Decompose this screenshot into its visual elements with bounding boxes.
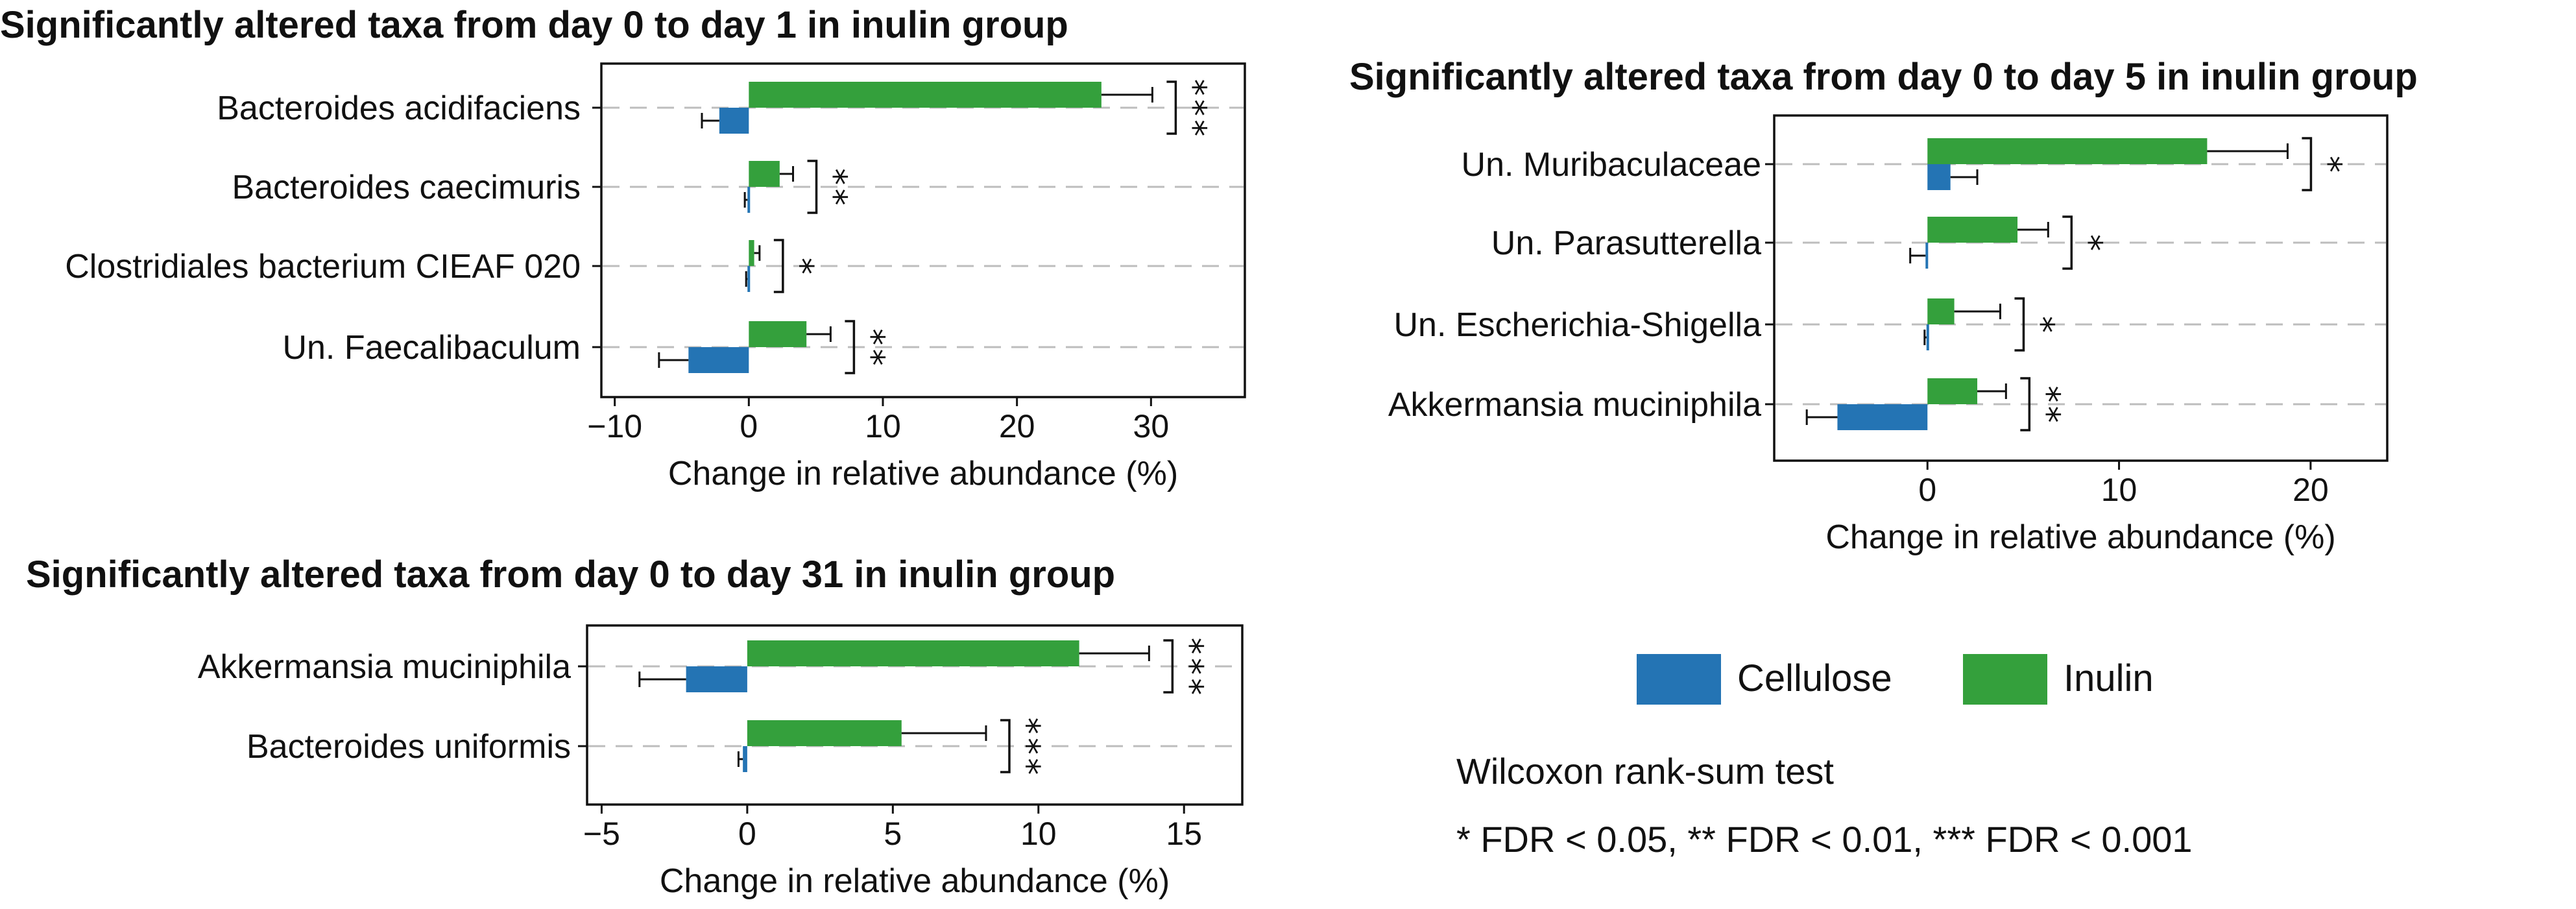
- x-axis-label: Change in relative abundance (%): [660, 862, 1170, 900]
- bar-inulin-2: [749, 161, 780, 187]
- legend-swatch-cellulose: [1637, 654, 1721, 705]
- test-note: Wilcoxon rank-sum test: [1456, 751, 1834, 792]
- chart-title: Significantly altered taxa from day 0 to…: [1349, 56, 2418, 98]
- x-tick-label: 20: [999, 408, 1035, 444]
- x-tick-label: 20: [2293, 472, 2329, 508]
- significance-bracket: [1000, 719, 1011, 773]
- significance-bracket: [2302, 137, 2313, 191]
- x-tick-label: 10: [865, 408, 901, 444]
- bar-inulin-4: [749, 321, 807, 347]
- bar-inulin-2: [1927, 217, 2018, 243]
- x-tick-label: 10: [2101, 472, 2137, 508]
- category-label: Bacteroides acidifaciens: [217, 90, 581, 127]
- significance-stars: *: [2309, 154, 2348, 174]
- chart-title: Significantly altered taxa from day 0 to…: [0, 4, 1068, 46]
- chart-panel-1: Significantly altered taxa from day 0 to…: [0, 4, 1246, 492]
- x-tick-label: 30: [1133, 408, 1170, 444]
- significance-stars: ***: [1007, 716, 1046, 777]
- category-label: Bacteroides caecimuris: [232, 169, 581, 206]
- legend-swatch-inulin: [1963, 654, 2047, 705]
- significance-bracket: [1163, 639, 1174, 694]
- bar-cellulose-1: [719, 108, 749, 134]
- bar-cellulose-1: [1927, 164, 1951, 190]
- plot-frame: [600, 62, 1246, 398]
- x-axis-label: Change in relative abundance (%): [668, 455, 1178, 492]
- significance-stars: **: [852, 327, 891, 368]
- bar-cellulose-3: [747, 266, 751, 292]
- fdr-thresholds-note: * FDR < 0.05, ** FDR < 0.01, *** FDR < 0…: [1456, 819, 2193, 860]
- chart-title: Significantly altered taxa from day 0 to…: [26, 553, 1115, 596]
- significance-stars: *: [2021, 314, 2060, 334]
- category-label: Bacteroides uniformis: [247, 728, 571, 766]
- x-tick-label: 10: [1020, 816, 1057, 852]
- x-tick-label: 5: [884, 816, 902, 852]
- chart-panel-2: Significantly altered taxa from day 0 to…: [1349, 56, 2418, 556]
- bar-inulin-2: [747, 720, 902, 746]
- plot-frame: [1773, 114, 2389, 462]
- bar-cellulose-4: [688, 347, 749, 373]
- significance-bracket: [2062, 215, 2073, 270]
- x-tick-label: 0: [1918, 472, 1936, 508]
- category-label: Un. Escherichia-Shigella: [1394, 306, 1762, 344]
- significance-bracket: [1166, 80, 1177, 135]
- x-tick-label: 0: [740, 408, 758, 444]
- x-tick-label: 15: [1166, 816, 1202, 852]
- bar-cellulose-1: [686, 666, 747, 692]
- bar-cellulose-2: [1925, 243, 1929, 269]
- bar-inulin-4: [1927, 378, 1978, 404]
- bar-cellulose-4: [1837, 404, 1928, 430]
- category-label: Un. Parasutterella: [1491, 224, 1761, 262]
- significance-stars: *: [781, 256, 820, 276]
- chart-panel-3: Significantly altered taxa from day 0 to…: [26, 553, 1244, 900]
- significance-stars: **: [2027, 384, 2066, 425]
- significance-stars: *: [2069, 232, 2108, 252]
- category-label: Un. Faecalibaculum: [282, 329, 581, 367]
- significance-bracket: [2020, 377, 2031, 431]
- category-label: Akkermansia muciniphila: [198, 648, 571, 686]
- significance-stars: **: [815, 167, 854, 208]
- legend: Cellulose Inulin: [1637, 654, 2154, 705]
- x-tick-label: −10: [587, 408, 642, 444]
- x-axis-label: Change in relative abundance (%): [1825, 518, 2335, 556]
- plot-frame: [586, 624, 1244, 806]
- bar-inulin-3: [1927, 298, 1955, 324]
- legend-label-inulin: Inulin: [2064, 657, 2154, 699]
- bar-inulin-3: [749, 240, 754, 266]
- category-label: Un. Muribaculaceae: [1462, 146, 1761, 184]
- category-label: Clostridiales bacterium CIEAF 020: [65, 248, 581, 285]
- bar-inulin-1: [749, 82, 1101, 108]
- x-tick-label: 0: [738, 816, 756, 852]
- bar-cellulose-2: [743, 746, 747, 772]
- legend-label-cellulose: Cellulose: [1737, 657, 1892, 699]
- significance-bracket: [773, 239, 784, 293]
- significance-stars: ***: [1174, 77, 1212, 138]
- x-tick-label: −5: [583, 816, 620, 852]
- bar-inulin-1: [747, 640, 1079, 666]
- bar-cellulose-3: [1926, 324, 1929, 350]
- bar-cellulose-2: [747, 187, 751, 213]
- category-label: Akkermansia muciniphila: [1388, 386, 1761, 424]
- significance-bracket: [807, 160, 818, 214]
- significance-stars: ***: [1170, 636, 1209, 697]
- significance-bracket: [2014, 297, 2025, 352]
- significance-bracket: [845, 320, 856, 374]
- bar-inulin-1: [1927, 138, 2208, 164]
